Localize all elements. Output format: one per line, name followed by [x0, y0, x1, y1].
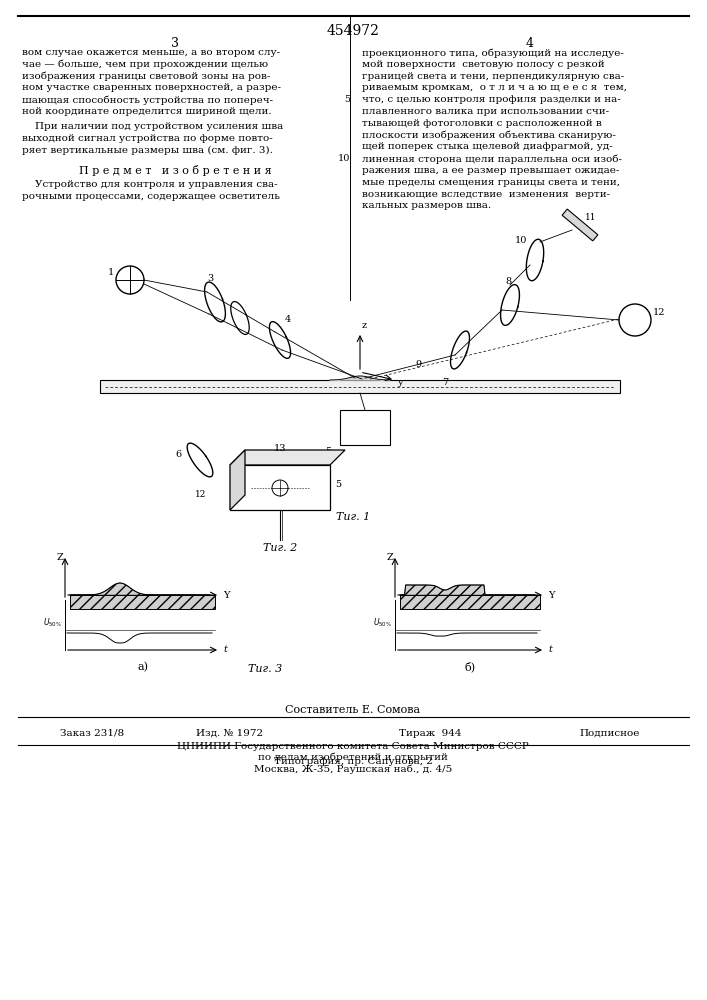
Text: мой поверхности  световую полосу с резкой: мой поверхности световую полосу с резкой	[362, 60, 604, 69]
Text: Изд. № 1972: Изд. № 1972	[197, 729, 264, 738]
Text: 6: 6	[175, 450, 181, 459]
Text: линенная сторона щели параллельна оси изоб-: линенная сторона щели параллельна оси из…	[362, 154, 622, 164]
Text: тывающей фотоголовки с расположенной в: тывающей фотоголовки с расположенной в	[362, 119, 602, 128]
Circle shape	[619, 304, 651, 336]
Text: 5: 5	[335, 480, 341, 489]
Text: выходной сигнал устройства по форме повто-: выходной сигнал устройства по форме повт…	[22, 134, 273, 143]
Text: щей поперек стыка щелевой диафрагмой, уд-: щей поперек стыка щелевой диафрагмой, уд…	[362, 142, 613, 151]
Text: 11: 11	[585, 213, 597, 222]
Text: 8: 8	[505, 277, 511, 286]
Text: 12: 12	[653, 308, 665, 317]
Text: рочными процессами, содержащее осветитель: рочными процессами, содержащее осветител…	[22, 192, 280, 201]
Polygon shape	[230, 465, 330, 510]
Text: возникающие вследствие  изменения  верти-: возникающие вследствие изменения верти-	[362, 190, 610, 199]
Bar	[70, 595, 215, 609]
Text: Τиг. 1: Τиг. 1	[336, 512, 370, 522]
Text: изображения границы световой зоны на ров-: изображения границы световой зоны на ров…	[22, 72, 270, 81]
Text: Z: Z	[57, 553, 64, 562]
Polygon shape	[100, 380, 620, 393]
Circle shape	[272, 480, 288, 496]
Text: $U_{50\%}$: $U_{50\%}$	[43, 616, 62, 629]
Text: Τиг. 2: Τиг. 2	[263, 543, 297, 553]
Text: $U_{50\%}$: $U_{50\%}$	[373, 616, 392, 629]
Text: Заказ 231/8: Заказ 231/8	[60, 729, 124, 738]
Polygon shape	[562, 209, 598, 241]
Text: 10: 10	[515, 236, 527, 245]
Text: вом случае окажется меньше, а во втором слу-: вом случае окажется меньше, а во втором …	[22, 48, 280, 57]
Text: 13: 13	[274, 444, 286, 453]
Text: П р е д м е т   и з о б р е т е н и я: П р е д м е т и з о б р е т е н и я	[78, 165, 271, 176]
Text: проекционного типа, образующий на исследуе-: проекционного типа, образующий на исслед…	[362, 48, 624, 57]
Polygon shape	[230, 450, 345, 465]
Text: Y: Y	[223, 590, 230, 599]
Text: z: z	[362, 321, 367, 330]
Text: t: t	[548, 646, 552, 654]
Text: При наличии под устройством усиления шва: При наличии под устройством усиления шва	[22, 122, 284, 131]
Text: мые пределы смещения границы света и тени,: мые пределы смещения границы света и тен…	[362, 178, 620, 187]
Text: 3: 3	[207, 274, 214, 283]
Text: Y: Y	[548, 590, 554, 599]
Text: плавленного валика при использовании счи-: плавленного валика при использовании счи…	[362, 107, 609, 116]
Text: 7: 7	[442, 378, 448, 387]
Text: 5: 5	[325, 447, 331, 456]
Circle shape	[116, 266, 144, 294]
Text: Z: Z	[387, 553, 393, 562]
Text: ЦНИИПИ Государственного комитета Совета Министров СССР: ЦНИИПИ Государственного комитета Совета …	[177, 742, 529, 751]
Text: границей света и тени, перпендикулярную сва-: границей света и тени, перпендикулярную …	[362, 72, 624, 81]
Text: риваемым кромкам,  о т л и ч а ю щ е е с я  тем,: риваемым кромкам, о т л и ч а ю щ е е с …	[362, 83, 627, 92]
Text: Составитель Е. Сомова: Составитель Е. Сомова	[286, 705, 421, 715]
Text: по делам изобретений и открытий: по делам изобретений и открытий	[258, 753, 448, 762]
Text: ной координате определится шириной щели.: ной координате определится шириной щели.	[22, 107, 271, 116]
Text: Подписное: Подписное	[580, 729, 640, 738]
Text: 10: 10	[338, 154, 350, 163]
Text: что, с целью контроля профиля разделки и на-: что, с целью контроля профиля разделки и…	[362, 95, 621, 104]
Text: плоскости изображения объектива сканирую-: плоскости изображения объектива сканирую…	[362, 131, 616, 140]
Text: Типография, пр. Сапунова, 2: Типография, пр. Сапунова, 2	[274, 757, 433, 766]
Text: Москва, Ж-35, Раушская наб., д. 4/5: Москва, Ж-35, Раушская наб., д. 4/5	[254, 764, 452, 774]
Text: 4: 4	[526, 37, 534, 50]
Bar	[400, 595, 540, 609]
Text: чае — больше, чем при прохождении щелью: чае — больше, чем при прохождении щелью	[22, 60, 268, 69]
Text: 1: 1	[108, 268, 115, 277]
Polygon shape	[400, 585, 535, 595]
Text: 9: 9	[415, 360, 421, 369]
Text: 4: 4	[285, 315, 291, 324]
Text: 5: 5	[344, 95, 350, 104]
Polygon shape	[230, 450, 245, 510]
Text: y: y	[397, 378, 402, 387]
Text: ряет вертикальные размеры шва (см. фиг. 3).: ряет вертикальные размеры шва (см. фиг. …	[22, 145, 273, 155]
Polygon shape	[70, 583, 210, 595]
Polygon shape	[330, 376, 390, 380]
Text: ражения шва, а ее размер превышает ожидае-: ражения шва, а ее размер превышает ожида…	[362, 166, 619, 175]
Text: t: t	[223, 646, 227, 654]
Text: 12: 12	[195, 490, 206, 499]
Text: Τиг. 3: Τиг. 3	[248, 664, 282, 674]
Text: кальных размеров шва.: кальных размеров шва.	[362, 201, 491, 210]
Text: 3: 3	[171, 37, 179, 50]
Text: ном участке сваренных поверхностей, а разре-: ном участке сваренных поверхностей, а ра…	[22, 83, 281, 92]
Text: шающая способность устройства по попереч-: шающая способность устройства по попереч…	[22, 95, 273, 105]
Text: а): а)	[137, 662, 148, 672]
Polygon shape	[340, 410, 390, 445]
Text: 454972: 454972	[327, 24, 380, 38]
Text: б): б)	[464, 662, 476, 673]
Text: Устройство для контроля и управления сва-: Устройство для контроля и управления сва…	[22, 180, 278, 189]
Text: Тираж  944: Тираж 944	[399, 729, 461, 738]
